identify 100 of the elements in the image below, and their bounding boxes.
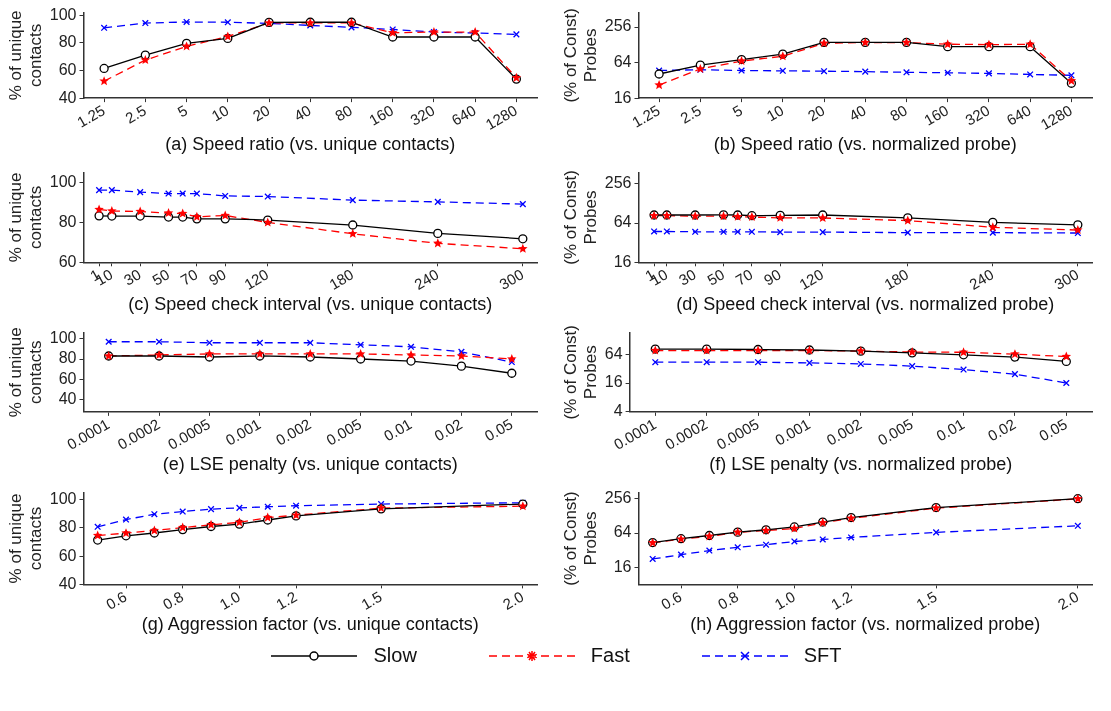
legend-label: SFT <box>803 644 842 667</box>
x-tick-label: 0.8 <box>714 587 742 613</box>
y-tick-label: 40 <box>58 390 77 408</box>
y-tick-label: 40 <box>58 574 77 592</box>
x-axis-title: (g) Aggression factor (vs. unique contacts) <box>141 614 479 635</box>
x-tick-label: 240 <box>411 265 442 293</box>
y-tick-label: 80 <box>58 518 77 536</box>
x-axis-title: (b) Speed ratio (vs. normalized probe) <box>713 134 1017 155</box>
x-tick-label: 0.001 <box>222 415 264 449</box>
x-axis-title: (e) LSE penalty (vs. unique contacts) <box>162 454 458 475</box>
y-tick-label: 100 <box>49 5 77 23</box>
x-tick-label: 0.001 <box>772 415 813 449</box>
x-tick-label: 0.8 <box>159 587 187 613</box>
x-tick-label: 120 <box>796 265 827 293</box>
legend-label: Fast <box>590 644 630 667</box>
y-tick-label: 60 <box>58 546 77 564</box>
x-tick-label: 40 <box>290 101 314 125</box>
y-tick-label: 256 <box>604 489 632 507</box>
x-tick-label: 180 <box>326 265 357 293</box>
y-axis-title: (% of Const) Probes <box>560 8 601 103</box>
y-tick-label: 60 <box>58 252 77 270</box>
x-tick-label: 0.02 <box>431 415 465 445</box>
x-tick-label: 40 <box>845 101 869 125</box>
y-tick-label: 60 <box>58 60 77 78</box>
x-tick-label: 0.01 <box>933 415 968 445</box>
x-tick-label: 1.5 <box>358 587 385 613</box>
y-axis-title: (% of Const) Probes <box>560 324 601 420</box>
x-tick-label: 2.0 <box>1054 587 1082 613</box>
x-tick-label: 0.02 <box>984 415 1019 445</box>
x-tick-label: 50 <box>149 265 173 289</box>
y-axis-title: % of unique contacts <box>5 172 46 263</box>
y-tick-label: 16 <box>604 373 623 391</box>
x-tick-label: 30 <box>120 265 144 289</box>
x-axis-title: (f) LSE penalty (vs. normalized probe) <box>709 454 1013 475</box>
y-tick-label: 40 <box>58 88 77 106</box>
x-tick-label: 320 <box>407 101 438 129</box>
x-axis-title: (h) Aggression factor (vs. normalized probe) <box>690 614 1041 635</box>
x-tick-label: 640 <box>448 101 479 129</box>
x-tick-label: 0.01 <box>380 415 415 445</box>
x-tick-label: 90 <box>205 265 229 289</box>
x-tick-label: 90 <box>760 265 784 289</box>
x-tick-label: 1.2 <box>273 587 300 613</box>
x-tick-label: 5 <box>174 101 191 121</box>
x-tick-label: 160 <box>921 101 952 129</box>
x-tick-label: 1.0 <box>216 587 243 613</box>
y-tick-label: 256 <box>604 174 632 192</box>
x-tick-label: 50 <box>704 265 728 289</box>
x-tick-label: 180 <box>881 265 912 293</box>
x-tick-label: 20 <box>804 101 828 125</box>
x-axis-title: (c) Speed check interval (vs. unique contacts) <box>128 294 493 315</box>
y-tick-label: 64 <box>613 213 632 231</box>
x-tick-label: 300 <box>1051 265 1082 293</box>
x-tick-label: 120 <box>241 265 272 293</box>
y-tick-label: 100 <box>49 490 77 508</box>
y-axis-title: (% of Const) Probes <box>560 491 601 586</box>
x-tick-label: 1.2 <box>828 587 855 613</box>
y-tick-label: 80 <box>58 212 77 230</box>
y-tick-label: 256 <box>604 17 632 35</box>
y-tick-label: 64 <box>613 53 632 70</box>
x-tick-label: 1280 <box>1037 101 1075 133</box>
x-tick-label: 320 <box>962 101 993 129</box>
y-tick-label: 64 <box>604 344 623 362</box>
x-tick-label: 0.05 <box>481 415 516 445</box>
y-tick-label: 80 <box>58 349 77 367</box>
y-tick-label: 16 <box>613 88 632 106</box>
x-tick-label: 1.5 <box>913 587 940 613</box>
x-axis-title: (a) Speed ratio (vs. unique contacts) <box>165 134 456 155</box>
x-tick-label: 20 <box>249 101 273 125</box>
y-tick-label: 100 <box>49 329 77 347</box>
x-tick-label: 2.5 <box>122 101 149 127</box>
y-tick-label: 64 <box>613 523 632 541</box>
y-axis-title: % of unique contacts <box>5 10 46 101</box>
x-tick-label: 160 <box>366 101 397 129</box>
x-tick-label: 2.0 <box>499 587 527 613</box>
x-tick-label: 0.6 <box>658 587 685 613</box>
y-tick-label: 60 <box>58 369 77 387</box>
x-tick-label: 1280 <box>482 101 520 133</box>
y-tick-label: 16 <box>613 252 632 270</box>
x-tick-label: 10 <box>208 101 232 125</box>
x-axis-title: (d) Speed check interval (vs. normalized probe) <box>676 294 1055 315</box>
legend-label: Slow <box>373 644 417 667</box>
y-axis-title: % of unique contacts <box>5 327 46 418</box>
x-tick-label: 10 <box>763 101 787 125</box>
x-tick-label: 2.5 <box>677 101 704 127</box>
x-tick-label: 70 <box>177 265 201 289</box>
y-tick-label: 4 <box>613 402 623 420</box>
x-tick-label: 0.6 <box>103 587 130 613</box>
y-tick-label: 80 <box>58 33 77 51</box>
x-tick-label: 0.05 <box>1036 415 1070 445</box>
x-tick-label: 30 <box>675 265 699 289</box>
y-tick-label: 16 <box>613 557 632 575</box>
x-tick-label: 640 <box>1003 101 1034 129</box>
x-tick-label: 80 <box>332 101 356 125</box>
x-tick-label: 70 <box>732 265 756 289</box>
x-tick-label: 1.0 <box>771 587 798 613</box>
x-tick-label: 5 <box>729 101 746 121</box>
x-tick-label: 80 <box>887 101 911 125</box>
x-tick-label: 240 <box>966 265 997 293</box>
y-axis-title: (% of Const) Probes <box>560 170 601 265</box>
x-tick-label: 300 <box>496 265 527 293</box>
